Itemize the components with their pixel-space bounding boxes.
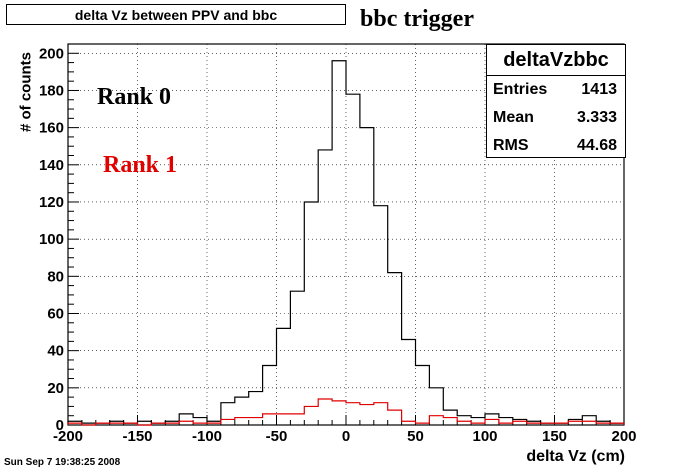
timestamp: Sun Sep 7 19:38:25 2008 [4, 457, 121, 468]
y-tick-label: 100 [39, 231, 64, 248]
chart-subtitle: bbc trigger [360, 6, 474, 32]
series-group [67, 60, 625, 426]
y-tick-label: 60 [47, 305, 64, 322]
stats-box: deltaVzbbc Entries 1413 Mean 3.333 RMS 4… [486, 44, 626, 158]
x-axis-label: delta Vz (cm) [526, 448, 625, 465]
chart-title: delta Vz between PPV and bbc [6, 4, 346, 25]
x-tick-label: 0 [342, 428, 350, 445]
y-tick-label: 160 [39, 120, 64, 137]
tick-labels: -200 -150 -100 -50 0 50 100 150 200 0 20 40 60 80 100 1… [39, 45, 637, 445]
rank1-label: Rank 1 [103, 152, 178, 178]
grid [67, 44, 625, 426]
stats-row-rms: RMS 44.68 [487, 132, 625, 160]
y-tick-label: 0 [56, 417, 64, 434]
x-tick-label: -100 [192, 428, 222, 445]
stats-histogram-name: deltaVzbbc [487, 45, 625, 76]
stats-value: 1413 [581, 81, 617, 98]
x-tick-label: 150 [542, 428, 567, 445]
stats-row-mean: Mean 3.333 [487, 104, 625, 132]
stats-value: 44.68 [576, 137, 617, 154]
y-tick-label: 40 [47, 343, 64, 360]
y-tick-label: 80 [47, 268, 64, 285]
stats-row-entries: Entries 1413 [487, 76, 625, 104]
y-tick-label: 180 [39, 82, 64, 99]
stats-label: Entries [493, 81, 548, 98]
stats-value: 3.333 [576, 109, 617, 126]
x-tick-label: 100 [472, 428, 497, 445]
y-axis-label: # of counts [17, 51, 35, 133]
y-tick-label: 120 [39, 194, 64, 211]
y-tick-label: 200 [39, 45, 64, 62]
rank0-label: Rank 0 [97, 84, 172, 110]
stats-label: RMS [493, 137, 529, 154]
y-tick-label: 20 [47, 380, 64, 397]
x-tick-label: -200 [53, 428, 83, 445]
x-tick-label: -150 [122, 428, 152, 445]
x-tick-label: 200 [611, 428, 636, 445]
stats-label: Mean [493, 109, 534, 126]
x-tick-label: -50 [266, 428, 288, 445]
y-tick-label: 140 [39, 157, 64, 174]
x-tick-label: 50 [407, 428, 424, 445]
series-rank1-histogram [67, 398, 625, 426]
